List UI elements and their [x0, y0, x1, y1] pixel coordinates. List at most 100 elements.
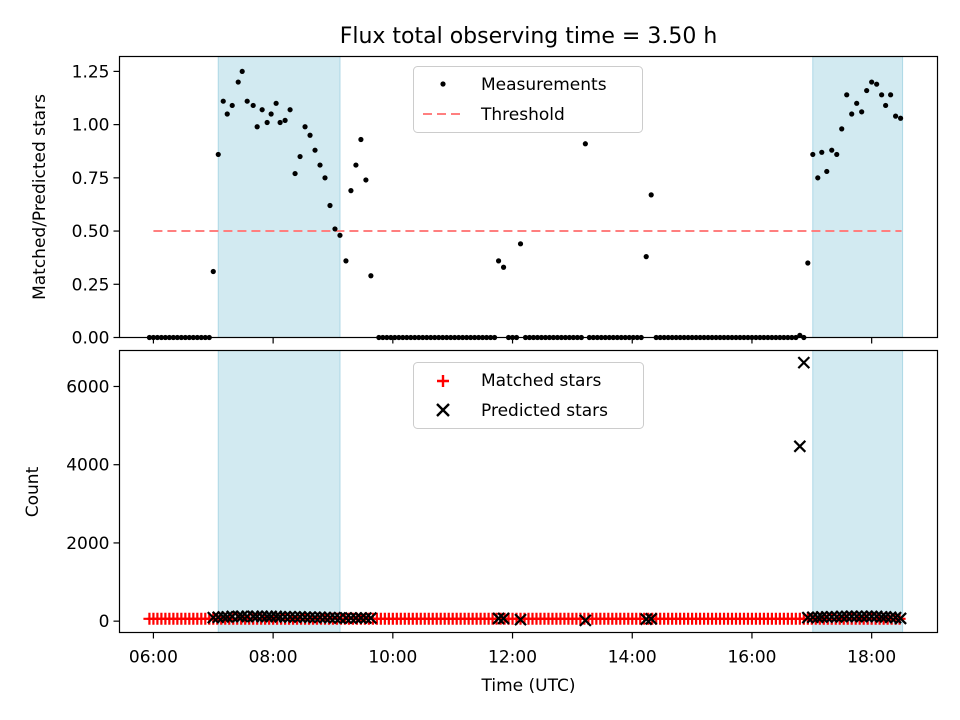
bottom-y-axis-label: Count	[23, 466, 43, 517]
measurement-point	[215, 151, 221, 158]
predicted-star-marker	[288, 610, 302, 624]
predicted-star-marker	[278, 610, 292, 624]
measurement-point	[797, 332, 803, 338]
measurement-point	[879, 92, 885, 98]
predicted-star-marker	[797, 356, 811, 369]
measurement-point	[844, 92, 850, 98]
bottom-legend-box	[413, 362, 644, 429]
predicted-star-marker	[820, 610, 834, 624]
predicted-star-marker	[639, 612, 653, 626]
measurement-point	[648, 192, 654, 198]
predicted-star-marker	[349, 611, 363, 625]
bottom-shaded-spans	[217, 350, 904, 633]
measurement-point	[277, 119, 283, 126]
measurement-point	[869, 79, 875, 85]
predicted-star-marker	[579, 614, 592, 627]
measurement-point	[250, 102, 256, 109]
predicted-star-marker	[801, 611, 815, 624]
measurement-point	[322, 175, 328, 181]
shaded-span	[217, 350, 341, 633]
predicted-star-marker	[293, 610, 307, 624]
top-plot-frame	[118, 55, 939, 339]
measurement-point	[220, 98, 226, 104]
predicted-star-marker	[889, 611, 902, 624]
predicted-star-marker	[840, 610, 853, 623]
top-y-tick-label: 0.50	[72, 222, 110, 242]
predicted-stars-points	[206, 356, 907, 627]
predicted-star-marker	[231, 610, 245, 623]
measurement-point	[235, 79, 241, 85]
measurement-point	[888, 92, 894, 98]
measurement-point	[815, 175, 821, 181]
measurement-point	[495, 258, 502, 264]
measurement-point	[643, 254, 649, 260]
predicted-star-marker	[815, 610, 829, 624]
shaded-span	[812, 350, 904, 633]
predicted-star-marker	[835, 610, 849, 623]
measurement-point	[312, 147, 318, 153]
bottom-legend: Matched stars Predicted stars	[413, 362, 644, 429]
measurement-point	[287, 107, 293, 113]
measurement-point	[500, 264, 507, 270]
measurement-point	[517, 241, 524, 247]
top-y-ticks: 0.00 0.25 0.50 0.75 1.00 1.25	[72, 62, 120, 349]
predicted-star-marker	[894, 612, 907, 625]
predicted-star-marker	[879, 610, 892, 624]
predicted-star-marker	[359, 611, 373, 625]
measurement-point	[229, 102, 235, 109]
predicted-star-marker	[339, 611, 353, 625]
measurement-point	[358, 136, 364, 143]
bottom-plot-frame	[118, 349, 939, 634]
bottom-x-tick-label: 16:00	[727, 648, 776, 668]
legend-measurements-marker	[440, 81, 446, 87]
measurement-point	[883, 102, 889, 109]
measurement-point	[254, 124, 260, 130]
bottom-y-ticks: 0 2000 4000 6000	[66, 377, 120, 632]
measurement-point	[363, 177, 369, 183]
top-y-tick-label: 0.75	[72, 169, 110, 189]
legend-predicted-marker	[436, 403, 450, 417]
predicted-star-marker	[860, 610, 873, 623]
predicted-star-marker	[830, 610, 844, 624]
legend-predicted-label: Predicted stars	[481, 401, 608, 421]
top-legend-box	[413, 66, 643, 133]
predicted-star-marker	[206, 611, 220, 624]
predicted-star-marker	[323, 611, 337, 624]
measurement-point	[307, 132, 313, 138]
bottom-y-tick-label: 2000	[66, 534, 109, 554]
predicted-star-marker	[235, 610, 249, 623]
measurement-point	[874, 81, 880, 87]
measurement-point	[582, 141, 588, 147]
measurement-point	[264, 119, 270, 126]
x-axis-label: Time (UTC)	[481, 676, 576, 696]
measurement-point	[834, 151, 840, 158]
measurement-point	[805, 260, 811, 266]
top-panel-ratio: 0.00 0.25 0.50 0.75 1.00 1.25 Matched/Predict…	[30, 55, 939, 349]
predicted-star-marker	[825, 610, 839, 624]
predicted-star-marker	[354, 611, 368, 625]
measurement-point	[893, 113, 899, 119]
measurement-point	[259, 107, 265, 113]
measurement-point	[829, 147, 835, 153]
predicted-star-marker	[514, 613, 527, 626]
predicted-star-marker	[308, 610, 322, 624]
measurement-point	[332, 226, 338, 232]
measurement-point	[282, 117, 288, 123]
predicted-star-marker	[884, 610, 897, 624]
measurement-point	[819, 149, 825, 155]
predicted-star-marker	[260, 610, 274, 623]
predicted-star-marker	[313, 610, 327, 624]
measurement-point	[864, 87, 870, 94]
measurement-point	[302, 124, 308, 130]
measurement-point	[897, 115, 904, 121]
measurement-point	[210, 268, 216, 275]
measurement-point	[348, 188, 354, 194]
top-x-ticks	[152, 337, 873, 344]
measurement-point	[353, 162, 359, 168]
predicted-star-marker	[492, 612, 505, 625]
measurement-point	[297, 153, 303, 160]
measurement-point	[327, 202, 333, 209]
legend-threshold-label: Threshold	[480, 105, 565, 125]
measurement-point	[824, 168, 830, 175]
bottom-y-tick-label: 4000	[66, 456, 109, 476]
